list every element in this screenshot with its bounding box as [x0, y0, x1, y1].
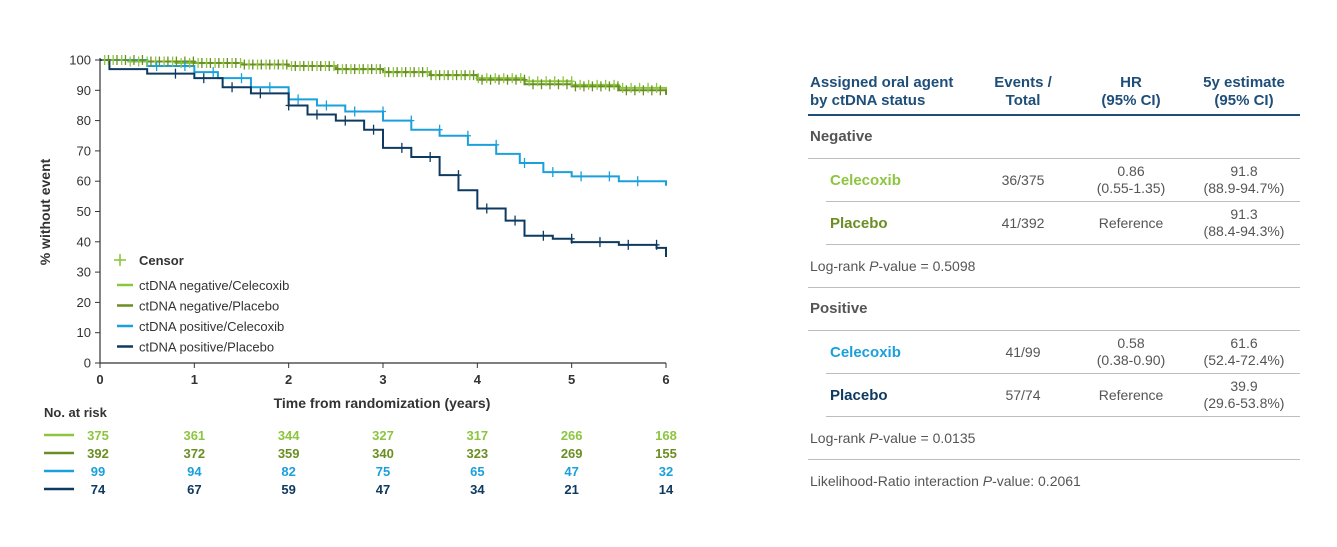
row-estimate: 91.3 (88.4-94.3%)	[1203, 206, 1285, 239]
row-events: 41/392	[1001, 214, 1045, 231]
risk-value: 59	[281, 482, 295, 497]
risk-value: 14	[659, 482, 674, 497]
row-name: Celecoxib	[830, 343, 901, 361]
x-axis-label: Time from randomization (years)	[274, 395, 491, 411]
pvalue-positive: Log-rank P-value = 0.0135	[808, 417, 1300, 460]
header-estimate: 5y estimate (95% CI)	[1203, 74, 1285, 109]
y-tick-label: 20	[77, 295, 91, 310]
legend: Censor ctDNA negative/Celecoxib ctDNA nega…	[114, 253, 289, 355]
legend-entry: ctDNA positive/Placebo	[139, 340, 274, 355]
risk-value: 340	[372, 446, 394, 461]
header-hr: HR (95% CI)	[1101, 74, 1161, 109]
table-header: Assigned oral agent by ctDNA status Event…	[808, 72, 1300, 116]
y-tick-label: 0	[84, 356, 91, 371]
y-tick-label: 10	[77, 325, 91, 340]
y-tick-label: 40	[77, 234, 91, 249]
table-row-negative-celecoxib: Celecoxib 36/375 0.86 (0.55-1.35) 91.8 (88…	[826, 159, 1300, 202]
risk-value: 47	[376, 482, 390, 497]
row-events: 41/99	[1005, 343, 1041, 360]
row-hr: Reference	[1098, 386, 1164, 403]
risk-value: 359	[278, 446, 300, 461]
risk-table-title: No. at risk	[44, 405, 108, 420]
y-tick-label: 100	[69, 53, 91, 68]
row-name: Placebo	[830, 214, 888, 232]
row-estimate: 61.6 (52.4-72.4%)	[1203, 335, 1285, 368]
row-name: Placebo	[830, 386, 888, 404]
y-tick-label: 60	[77, 174, 91, 189]
risk-value: 74	[91, 482, 106, 497]
risk-value: 344	[278, 428, 300, 443]
y-axis-label: % without event	[37, 158, 53, 265]
series-line	[100, 59, 667, 257]
y-tick-label: 30	[77, 265, 91, 280]
summary-table: Assigned oral agent by ctDNA status Event…	[808, 72, 1300, 502]
header-events: Events / Total	[994, 74, 1052, 109]
risk-value: 67	[187, 482, 201, 497]
table-row-negative-placebo: Placebo 41/392 Reference 91.3 (88.4-94.3%…	[826, 202, 1300, 245]
table-row-positive-celecoxib: Celecoxib 41/99 0.58 (0.38-0.90) 61.6 (52.…	[826, 331, 1300, 374]
risk-value: 21	[564, 482, 578, 497]
row-events: 36/375	[1001, 171, 1045, 188]
x-tick-label: 3	[379, 372, 386, 387]
risk-value: 94	[187, 464, 202, 479]
row-hr: Reference	[1098, 214, 1164, 231]
legend-entry: ctDNA negative/Placebo	[139, 299, 279, 314]
risk-value: 65	[470, 464, 484, 479]
y-tick-label: 70	[77, 143, 91, 158]
risk-value: 75	[376, 464, 390, 479]
section-negative: Negative	[808, 116, 1300, 159]
legend-entry: ctDNA negative/Celecoxib	[139, 278, 289, 293]
row-hr: 0.58 (0.38-0.90)	[1096, 335, 1166, 368]
risk-value: 82	[281, 464, 295, 479]
risk-value: 323	[466, 446, 488, 461]
x-tick-label: 6	[662, 372, 669, 387]
risk-value: 269	[561, 446, 583, 461]
risk-value: 375	[87, 428, 109, 443]
row-events: 57/74	[1005, 386, 1041, 403]
x-tick-label: 0	[96, 372, 103, 387]
pvalue-negative: Log-rank P-value = 0.5098	[808, 245, 1300, 288]
interaction-pvalue: Likelihood-Ratio interaction P-value: 0.…	[810, 473, 1081, 489]
risk-value: 327	[372, 428, 394, 443]
row-hr: 0.86 (0.55-1.35)	[1096, 163, 1166, 196]
row-estimate: 91.8 (88.9-94.7%)	[1203, 163, 1285, 196]
x-tick-label: 2	[285, 372, 292, 387]
header-agent: Assigned oral agent by ctDNA status	[810, 74, 954, 109]
risk-value: 47	[564, 464, 578, 479]
section-positive: Positive	[808, 288, 1300, 331]
risk-value: 266	[561, 428, 583, 443]
row-name: Celecoxib	[830, 171, 901, 189]
risk-value: 168	[655, 428, 677, 443]
x-tick-label: 5	[568, 372, 575, 387]
y-tick-label: 90	[77, 83, 91, 98]
x-tick-label: 1	[191, 372, 198, 387]
risk-value: 361	[183, 428, 205, 443]
risk-value: 392	[87, 446, 109, 461]
risk-value: 34	[470, 482, 485, 497]
risk-value: 317	[466, 428, 488, 443]
table-row-positive-placebo: Placebo 57/74 Reference 39.9 (29.6-53.8%)	[826, 374, 1300, 417]
risk-value: 32	[659, 464, 673, 479]
risk-value: 372	[183, 446, 205, 461]
x-tick-label: 4	[474, 372, 482, 387]
risk-value: 155	[655, 446, 677, 461]
risk-value: 99	[91, 464, 105, 479]
row-estimate: 39.9 (29.6-53.8%)	[1203, 378, 1285, 411]
legend-entry: ctDNA positive/Celecoxib	[139, 319, 284, 334]
series-line	[100, 59, 667, 186]
y-tick-label: 80	[77, 113, 91, 128]
y-tick-label: 50	[77, 204, 91, 219]
legend-censor-label: Censor	[139, 253, 184, 268]
